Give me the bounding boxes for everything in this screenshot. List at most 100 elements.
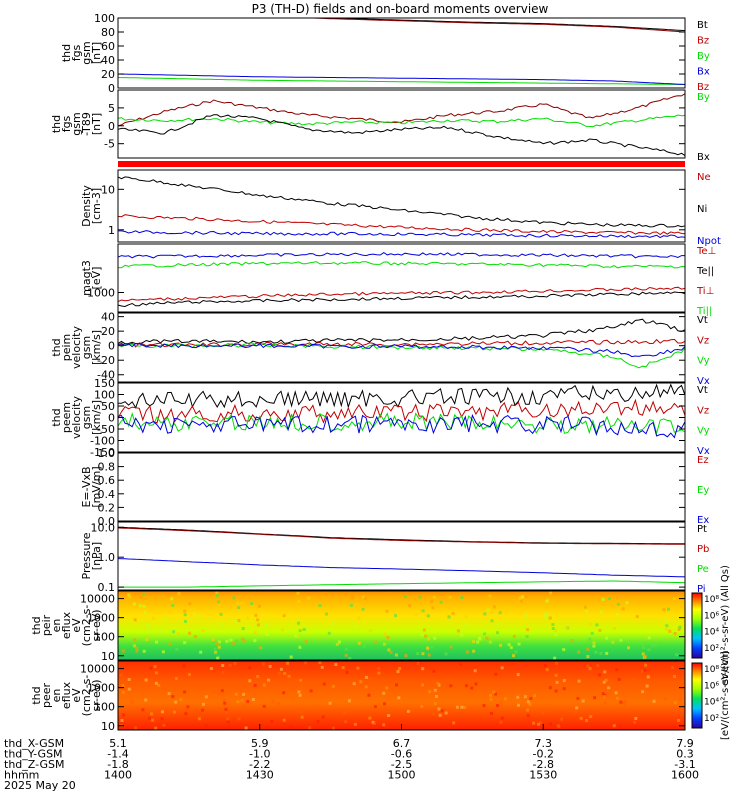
spectrogram-cell [221,671,225,675]
spectrogram-cell [533,694,537,698]
spectrogram-cell [144,678,148,682]
spectrogram-cell [678,625,682,629]
x-row-label: thd_X-GSM [4,737,64,750]
spectrogram-cell [214,650,218,654]
spectrogram-cell [673,632,677,635]
spectrogram-cell [562,648,566,652]
spectrogram-cell [277,672,281,676]
y-tick-label: 60 [101,40,115,53]
spectrogram-cell [344,647,348,651]
legend-By: By [697,51,710,62]
spectrogram-cell [586,655,590,658]
legend-Vt: Vt [697,315,708,326]
spectrogram-cell [298,693,302,697]
legend-Vz: Vz [697,405,709,416]
spectrogram-cell [549,591,553,595]
y-tick-label: -100 [90,435,115,448]
spectrogram-cell [219,609,222,613]
series-Pe [118,580,686,588]
spectrogram-cell [237,606,241,609]
legend-Pi: Pi [697,584,706,595]
legend-Te⊥: Te⊥ [696,246,716,257]
legend-Vy: Vy [697,356,710,367]
spectrogram-cell [538,721,542,725]
spectrogram-cell [608,597,611,601]
spectrogram-cell [380,726,384,730]
panel-frame [117,89,686,159]
spectrogram-cell [201,708,205,712]
spectrogram-cell [668,629,672,633]
spectrogram-cell [240,698,244,702]
spectrogram-cell [524,614,528,618]
spectrogram-cell [593,696,597,700]
y-axis-label-line: Density [80,185,93,227]
spectrogram-cell [576,696,580,700]
spectrogram-cell [436,682,440,686]
x-tick-label: -2.2 [249,758,270,771]
spectrogram-cell [226,717,230,721]
spectrogram-cell [248,666,252,670]
spectrogram-cell [678,697,682,701]
y-tick-label: 0 [108,120,115,133]
spectrogram-cell [183,613,187,617]
y-axis-label-line: thd [30,616,43,634]
spectrogram-cell [216,656,220,660]
spectrogram-cell [352,682,356,686]
spectrogram-cell [217,645,221,649]
spectrogram-cell [197,717,201,721]
spectrogram-cell [667,607,670,611]
spectrogram-cell [394,613,398,617]
spectrogram-cell [246,616,250,620]
spectrogram-cell [618,725,622,729]
plot-title: P3 (TH-D) fields and on-board moments ov… [252,2,549,16]
spectrogram-cell [289,655,293,659]
spectrogram-cell [394,653,398,657]
spectrogram-cell [215,642,219,646]
spectrogram-cell [476,640,480,644]
spectrogram-cell [368,629,372,633]
spectrogram-cell [287,674,291,678]
spectrogram-cell [516,695,520,699]
y-axis-label-line: thd [50,338,63,356]
spectrogram-cell [374,640,378,644]
spectrogram-cell [421,652,425,656]
spectrogram-cell [426,614,430,618]
spectrogram-cell [449,684,453,688]
spectrogram-cell [226,720,230,724]
y-axis-label-line: peim [60,334,73,362]
spectrogram-cell [473,669,477,673]
panel-e-field: 1.00.80.60.40.20.0 E=-VxB[mV/m] Ez Ey Ex [80,447,709,528]
spectrogram-cell [209,666,213,670]
x-tick-label: 1530 [529,769,557,782]
spectrogram-cell [589,715,593,719]
spectrogram-cell [592,644,596,648]
spectrogram-cell [154,671,158,675]
series-By [117,114,686,128]
spectrogram-cell [421,683,425,687]
spectrogram-cell [221,664,225,667]
spectrogram-cell [316,720,320,724]
y-tick-label: 0 [108,412,115,425]
spectrogram-cell [121,684,125,687]
y-tick-label: 10 [101,720,115,733]
spectrogram-cell [492,690,496,694]
y-tick-label: -40 [97,369,115,382]
spectrogram-cell [433,688,437,692]
spectrogram-cell [286,661,290,665]
spectrogram-cell [148,716,151,720]
spectrogram-cell [161,710,164,714]
panel-frame [117,312,686,383]
spectrogram-cell [483,632,486,636]
spectrogram-cell [483,612,487,616]
spectrogram-cell [499,700,503,704]
spectrogram-cell [616,696,619,700]
y-axis-label-line: [nPa] [90,542,103,570]
spectrogram-cell [488,640,492,644]
spectrogram-cell [127,687,131,691]
legend-Ne: Ne [697,172,711,183]
colorbar-tick: 10⁴ [704,698,719,708]
spectrogram-cell [270,719,274,723]
spectrogram-cell [601,597,605,601]
spectrogram-cell [643,668,647,672]
